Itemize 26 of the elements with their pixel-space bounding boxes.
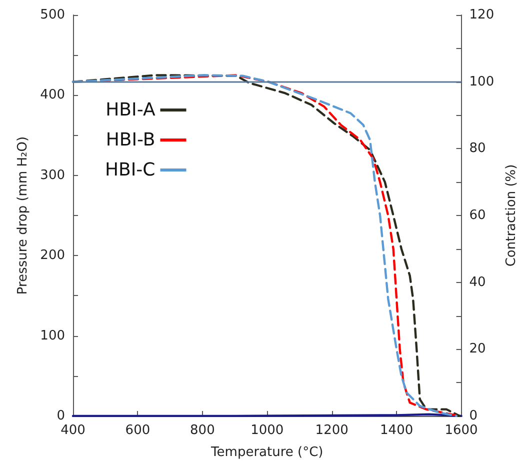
x-tick-label: 1200	[315, 423, 348, 438]
x-tick-label: 1600	[444, 423, 478, 438]
y-tick-label: 300	[40, 168, 65, 183]
legend-label: HBI-C	[104, 160, 156, 180]
y-tick-label: 200	[40, 248, 65, 264]
y2-tick-label: 120	[469, 8, 494, 22]
y2-tick-label: 20	[469, 342, 486, 357]
y2-tick-label: 100	[469, 74, 494, 90]
y2-tick-label: 40	[469, 274, 486, 290]
y-tick-label: 0	[56, 408, 65, 424]
legend-label: HBI-A	[106, 100, 156, 120]
y-axis-title: Pressure drop (mm H₂O)	[15, 136, 30, 295]
y2-axis-title: Contraction (%)	[504, 164, 519, 267]
x-tick-label: 400	[60, 423, 86, 438]
x-tick-label: 800	[190, 423, 215, 438]
legend-label: HBI-B	[106, 130, 156, 150]
y-tick-label: 500	[40, 8, 65, 22]
x-tick-label: 600	[125, 423, 150, 438]
y-tick-label: 100	[40, 328, 65, 344]
y2-tick-label: 80	[469, 141, 486, 156]
x-tick-label: 1000	[250, 423, 284, 438]
y2-tick-label: 60	[469, 208, 486, 223]
x-axis-title: Temperature (°C)	[210, 445, 324, 460]
y-tick-label: 400	[40, 88, 65, 103]
y2-tick-label: 0	[469, 408, 478, 424]
x-tick-label: 1400	[380, 423, 414, 438]
